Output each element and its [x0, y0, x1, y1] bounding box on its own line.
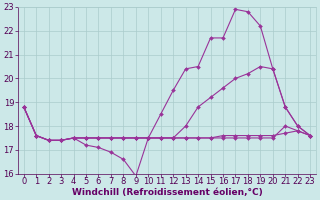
X-axis label: Windchill (Refroidissement éolien,°C): Windchill (Refroidissement éolien,°C)	[72, 188, 262, 197]
